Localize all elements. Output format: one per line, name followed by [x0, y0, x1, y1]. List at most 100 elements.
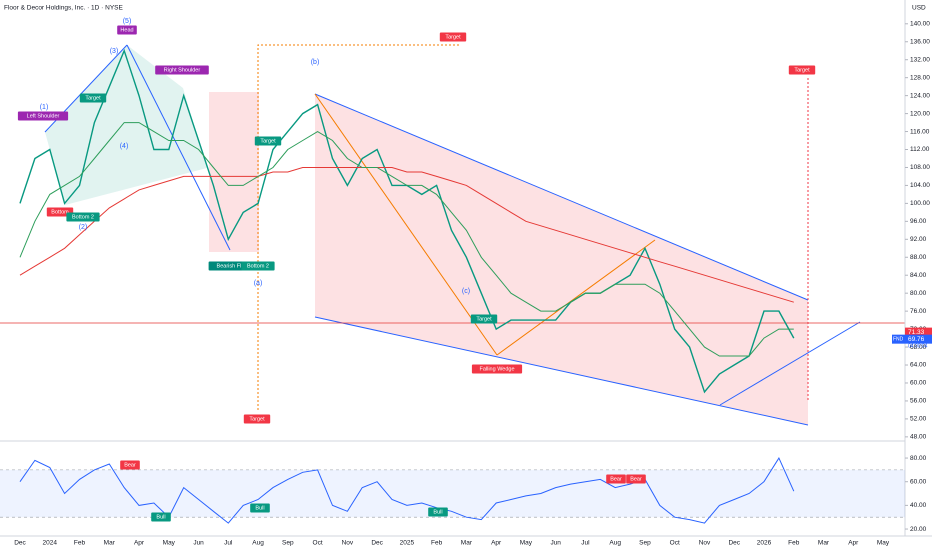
annotation-box: [626, 474, 646, 484]
x-tick-label: Aug: [252, 540, 264, 547]
x-tick-label: Apr: [134, 540, 145, 547]
ticker-badge: [892, 334, 905, 344]
annotation-label: Target: [260, 138, 276, 144]
annotation-box: [120, 460, 140, 470]
annotation-label: Head: [120, 27, 133, 33]
annotation-label: Target: [445, 34, 461, 40]
annotation-box: [117, 25, 137, 35]
x-tick-label: Jun: [193, 540, 204, 547]
series-line: [19, 122, 794, 357]
wave-line: [126, 44, 231, 251]
y-tick-label: 68.00: [910, 344, 927, 351]
x-tick-label: 2026: [757, 540, 772, 547]
annotation-box: [66, 212, 100, 222]
trend-arrow: [719, 321, 861, 406]
x-tick-label: Oct: [670, 540, 680, 547]
x-tick-label: May: [163, 540, 176, 547]
y-tick-label: 40.00: [910, 502, 927, 509]
wave-label: (1): [40, 104, 49, 111]
y-tick-label: 80.00: [910, 455, 927, 462]
x-tick-label: May: [520, 540, 533, 547]
x-tick-label: Feb: [74, 540, 86, 547]
x-tick-label: Jul: [224, 540, 233, 547]
annotation-label: Bottom 2: [72, 214, 94, 220]
annotation-box: [241, 261, 275, 271]
channel-line: [314, 93, 809, 301]
annotation-box: [606, 474, 626, 484]
annotation-box: [250, 503, 270, 513]
y-tick-label: 20.00: [910, 526, 927, 533]
annotation-label: Bottom: [51, 209, 69, 215]
countdown: 04:00:04: [908, 343, 928, 349]
x-tick-label: Oct: [313, 540, 323, 547]
annotation-label: Target: [249, 416, 265, 422]
annotation-box: [243, 414, 271, 424]
annotation-label: Bottom 2: [247, 263, 269, 269]
price-badge-label: 69.76: [908, 336, 925, 343]
x-tick-label: Dec: [371, 540, 383, 547]
x-tick-label: Sep: [639, 540, 651, 547]
x-tick-label: Jun: [550, 540, 561, 547]
wave-label: (4): [120, 143, 129, 150]
y-tick-label: 88.00: [910, 254, 927, 261]
y-tick-label: 56.00: [910, 398, 927, 405]
y-tick-label: 76.00: [910, 308, 927, 315]
x-tick-label: Nov: [342, 540, 354, 547]
wave-label: (c): [462, 288, 470, 295]
x-tick-label: Jul: [581, 540, 590, 547]
x-tick-label: Feb: [788, 540, 800, 547]
x-tick-label: Dec: [728, 540, 740, 547]
annotation-label: Target: [476, 316, 492, 322]
wave-label: (3): [110, 48, 119, 55]
y-tick-label: 48.00: [910, 434, 927, 441]
annotation-label: Bull: [433, 509, 442, 515]
price-badge: [905, 327, 932, 337]
annotation-label: Right Shoulder: [164, 67, 201, 73]
wave-label: (5): [123, 18, 132, 25]
annotation-box: [471, 364, 523, 374]
y-tick-label: 140.00: [910, 21, 930, 28]
x-tick-label: Dec: [14, 540, 26, 547]
y-tick-label: 116.00: [910, 128, 930, 135]
ticker-badge-label: FND: [893, 336, 904, 342]
wave-line: [314, 93, 498, 356]
y-tick-label: 136.00: [910, 38, 930, 45]
pattern-zone: [45, 45, 207, 205]
y-tick-label: 96.00: [910, 218, 927, 225]
x-tick-label: Aug: [609, 540, 621, 547]
y-tick-label: 60.00: [910, 380, 927, 387]
x-tick-label: Sep: [282, 540, 294, 547]
x-tick-label: Apr: [491, 540, 502, 547]
y-tick-label: 128.00: [910, 74, 930, 81]
x-tick-label: Nov: [699, 540, 711, 547]
annotation-box: [470, 314, 498, 324]
price-badge: [905, 334, 932, 344]
y-tick-label: 108.00: [910, 164, 930, 171]
y-tick-label: 104.00: [910, 182, 930, 189]
channel-line: [314, 316, 809, 426]
y-tick-label: 80.00: [910, 290, 927, 297]
rsi-band: [0, 469, 905, 518]
y-tick-label: 92.00: [910, 236, 927, 243]
series-line: [19, 457, 795, 524]
currency: USD: [912, 5, 926, 12]
y-tick-label: 112.00: [910, 146, 930, 153]
y-tick-label: 100.00: [910, 200, 930, 207]
x-tick-label: Apr: [848, 540, 859, 547]
annotation-box: [79, 93, 107, 103]
annotation-label: Target: [85, 95, 101, 101]
annotation-box: [788, 65, 816, 75]
x-tick-label: Mar: [104, 540, 116, 547]
y-tick-label: 60.00: [910, 478, 927, 485]
price-badge-label: 71.33: [908, 329, 925, 336]
y-tick-label: 52.00: [910, 416, 927, 423]
annotation-box: [155, 65, 209, 75]
annotation-label: Bearish Flag: [217, 263, 248, 269]
annotation-box: [428, 507, 448, 517]
x-tick-label: May: [877, 540, 890, 547]
wave-label: (2): [79, 224, 88, 231]
annotation-box: [17, 111, 69, 121]
x-tick-label: 2024: [43, 540, 58, 547]
y-tick-label: 124.00: [910, 92, 930, 99]
